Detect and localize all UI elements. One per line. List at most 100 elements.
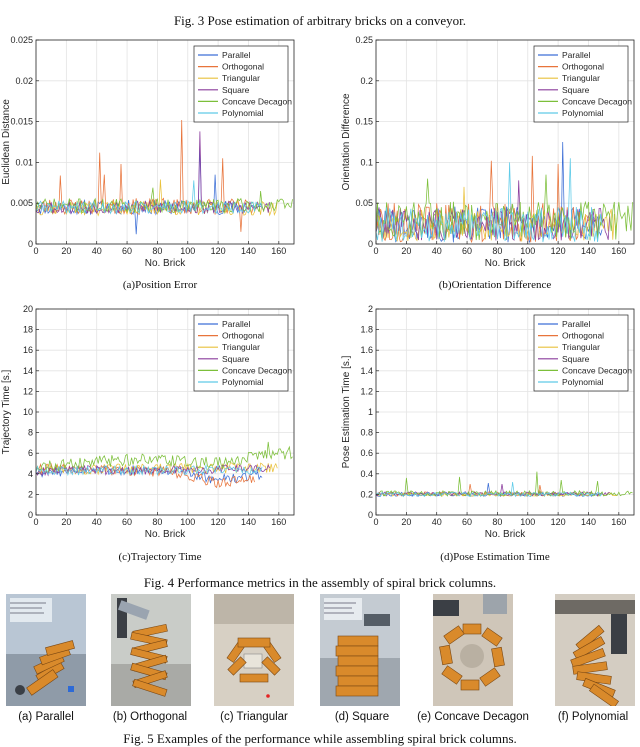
y-tick-label: 0.2	[360, 76, 373, 86]
series-line-polynomial	[35, 180, 263, 216]
subcaption-b: (b)Orientation Difference	[438, 279, 552, 291]
photo-parallel	[6, 594, 86, 706]
legend-entry: Square	[562, 354, 590, 364]
photo-label-concave-decagon: (e) Concave Decagon	[417, 711, 529, 723]
x-tick-label: 20	[401, 246, 411, 256]
legend-entry: Concave Decagon	[222, 365, 292, 375]
legend-entry: Orthogonal	[562, 62, 604, 72]
x-tick-label: 40	[432, 517, 442, 527]
x-tick-label: 60	[462, 246, 472, 256]
x-tick-label: 160	[611, 517, 626, 527]
legend-entry: Polynomial	[562, 377, 604, 387]
x-tick-label: 120	[551, 246, 566, 256]
legend-entry: Orthogonal	[562, 331, 604, 341]
legend-entry: Triangular	[222, 342, 260, 352]
x-tick-label: 100	[180, 517, 195, 527]
y-tick-label: 0.005	[10, 198, 33, 208]
legend-entry: Concave Decagon	[562, 96, 632, 106]
photo-label-square: (d) Square	[334, 711, 390, 723]
x-tick-label: 60	[122, 517, 132, 527]
photo-polynomial	[555, 594, 635, 706]
y-tick-label: 16	[23, 345, 33, 355]
x-tick-label: 60	[122, 246, 132, 256]
legend-entry: Square	[222, 354, 250, 364]
x-tick-label: 60	[462, 517, 472, 527]
legend-entry: Parallel	[562, 319, 590, 329]
y-tick-label: 0.025	[10, 35, 33, 45]
y-axis-label: Orientation Difference	[341, 93, 352, 191]
fig3-caption: Fig. 3 Pose estimation of arbitrary bric…	[173, 13, 467, 28]
y-tick-label: 0	[28, 239, 33, 249]
y-tick-label: 0.6	[360, 448, 373, 458]
legend-entry: Polynomial	[222, 108, 264, 118]
y-tick-label: 0.4	[360, 469, 373, 479]
x-tick-label: 20	[61, 517, 71, 527]
axes-box	[375, 39, 635, 245]
legend-entry: Orthogonal	[222, 331, 264, 341]
x-tick-label: 80	[492, 517, 502, 527]
series-line-polynomial	[375, 481, 603, 498]
x-tick-label: 20	[401, 517, 411, 527]
y-tick-label: 4	[28, 469, 33, 479]
legend-entry: Orthogonal	[222, 62, 264, 72]
y-tick-label: 20	[23, 304, 33, 314]
legend-entry: Polynomial	[222, 377, 264, 387]
x-tick-label: 140	[581, 517, 596, 527]
x-tick-label: 0	[33, 246, 38, 256]
pose-estimation-time-chart: 0 20 40 60 80 100 120 140 160 0 0.2 0.4 0.6 0.8 1 1.2 1.…	[341, 304, 635, 540]
y-tick-label: 0.1	[360, 157, 373, 167]
x-tick-label: 40	[432, 246, 442, 256]
y-tick-label: 0	[368, 510, 373, 520]
legend-entry: Concave Decagon	[222, 96, 292, 106]
y-tick-label: 1.8	[360, 325, 373, 335]
subcaption-d: (d)Pose Estimation Time	[440, 551, 550, 563]
x-tick-label: 80	[152, 517, 162, 527]
y-tick-label: 0.15	[355, 117, 373, 127]
y-tick-label: 2	[28, 489, 33, 499]
y-tick-label: 1.6	[360, 345, 373, 355]
y-tick-label: 10	[23, 407, 33, 417]
photo-label-parallel: (a) Parallel	[18, 711, 74, 723]
x-tick-label: 40	[92, 246, 102, 256]
y-tick-label: 18	[23, 325, 33, 335]
x-tick-label: 120	[551, 517, 566, 527]
series-line-polynomial	[375, 158, 603, 243]
photo-triangular	[214, 594, 294, 706]
position-error-chart: 0 20 40 60 80 100 120 140 160 0 0.005 0.01 0.015 0.02…	[1, 35, 295, 269]
x-tick-label: 120	[211, 246, 226, 256]
y-tick-label: 1	[368, 407, 373, 417]
x-tick-label: 140	[581, 246, 596, 256]
y-tick-label: 0.8	[360, 428, 373, 438]
series-line-parallel	[35, 144, 263, 235]
x-tick-label: 80	[492, 246, 502, 256]
legend-entry: Triangular	[222, 73, 260, 83]
legend-entry: Polynomial	[562, 108, 604, 118]
axes-box	[35, 39, 295, 245]
x-axis-label: No. Brick	[485, 529, 527, 540]
y-tick-label: 8	[28, 428, 33, 438]
legend-entry: Concave Decagon	[562, 365, 632, 375]
legend-entry: Triangular	[562, 73, 600, 83]
y-axis-label: Euclidean Distance	[1, 99, 12, 185]
x-tick-label: 160	[271, 246, 286, 256]
series-line-orthogonal	[35, 462, 255, 489]
x-tick-label: 100	[520, 517, 535, 527]
x-tick-label: 80	[152, 246, 162, 256]
orientation-difference-chart: 0 20 40 60 80 100 120 140 160 0 0.05 0.1 0.15 0.2 0.25…	[341, 35, 635, 269]
photo-square	[320, 594, 400, 706]
y-tick-label: 14	[23, 366, 33, 376]
fig4-caption: Fig. 4 Performance metrics in the assemb…	[143, 575, 497, 590]
y-tick-label: 0.02	[15, 76, 33, 86]
fig5-caption: Fig. 5 Examples of the performance while…	[123, 731, 517, 746]
series-line-polynomial	[35, 464, 263, 477]
series-line-concave-decagon	[35, 441, 293, 473]
photo-orthogonal	[111, 594, 191, 706]
x-tick-label: 160	[611, 246, 626, 256]
legend-entry: Parallel	[222, 319, 250, 329]
x-axis-label: No. Brick	[145, 258, 187, 269]
series-line-orthogonal	[35, 119, 255, 232]
legend-entry: Parallel	[562, 50, 590, 60]
